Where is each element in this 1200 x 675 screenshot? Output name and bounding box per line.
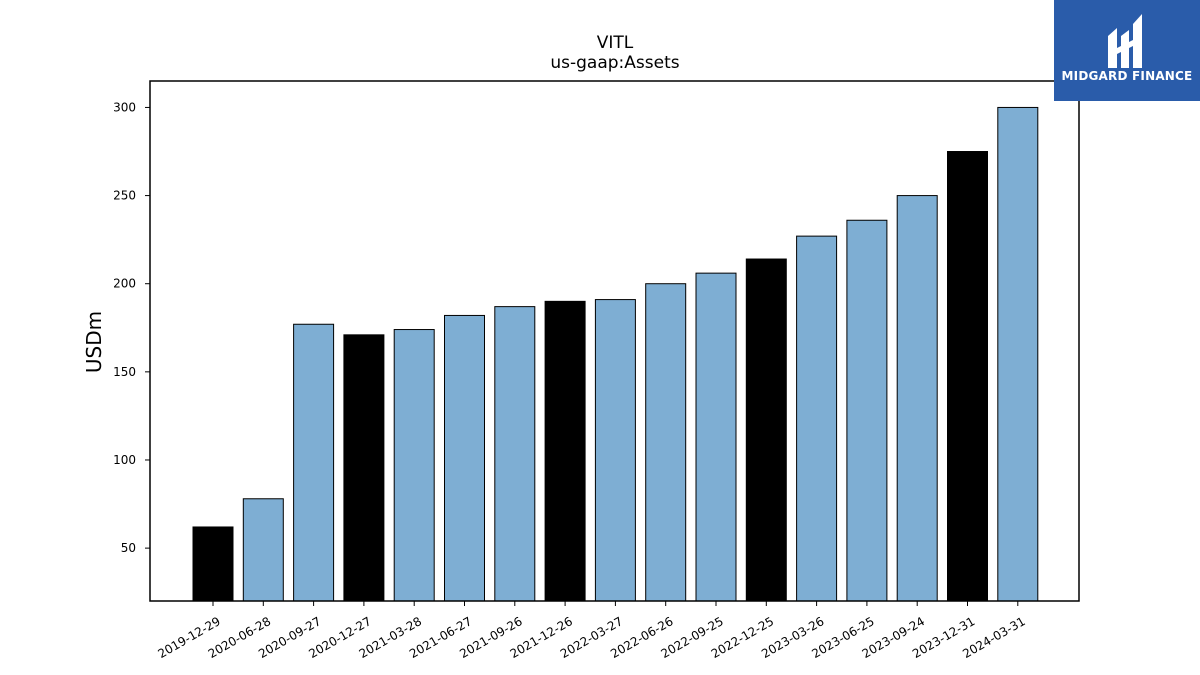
midgard-finance-logo: MIDGARD FINANCE	[1054, 0, 1200, 101]
bar	[192, 526, 234, 602]
bar	[444, 314, 485, 602]
bars-group	[192, 106, 1039, 602]
logo-mark-icon	[1108, 14, 1142, 68]
bar	[293, 323, 335, 602]
bar	[594, 299, 636, 602]
y-axis-label: USDm	[82, 311, 106, 373]
bar	[393, 329, 435, 602]
bar	[494, 306, 536, 602]
y-tick-label: 200	[113, 277, 136, 291]
y-tick-label: 300	[113, 100, 136, 114]
y-tick-label: 100	[113, 453, 136, 467]
bar	[695, 272, 737, 602]
bar	[997, 106, 1039, 602]
bar	[645, 283, 687, 602]
chart-subtitle: us-gaap:Assets	[550, 53, 679, 73]
y-tick-label: 150	[113, 365, 136, 379]
logo-text: MIDGARD FINANCE	[1061, 69, 1193, 83]
bar	[544, 300, 586, 602]
plot-frame	[149, 80, 1080, 602]
bar	[947, 151, 988, 602]
bar	[343, 334, 385, 602]
y-tick-label: 250	[113, 189, 136, 203]
bar	[796, 235, 838, 602]
bar	[745, 258, 787, 602]
x-axis: 2019-12-292020-06-282020-09-272020-12-27…	[155, 601, 1028, 661]
bar	[846, 219, 888, 602]
bar	[896, 195, 938, 602]
chart-title: VITL	[597, 33, 634, 53]
y-axis: 50 100 150 200 250 300	[113, 100, 150, 555]
bar	[242, 498, 284, 602]
y-tick-label: 50	[121, 541, 136, 555]
